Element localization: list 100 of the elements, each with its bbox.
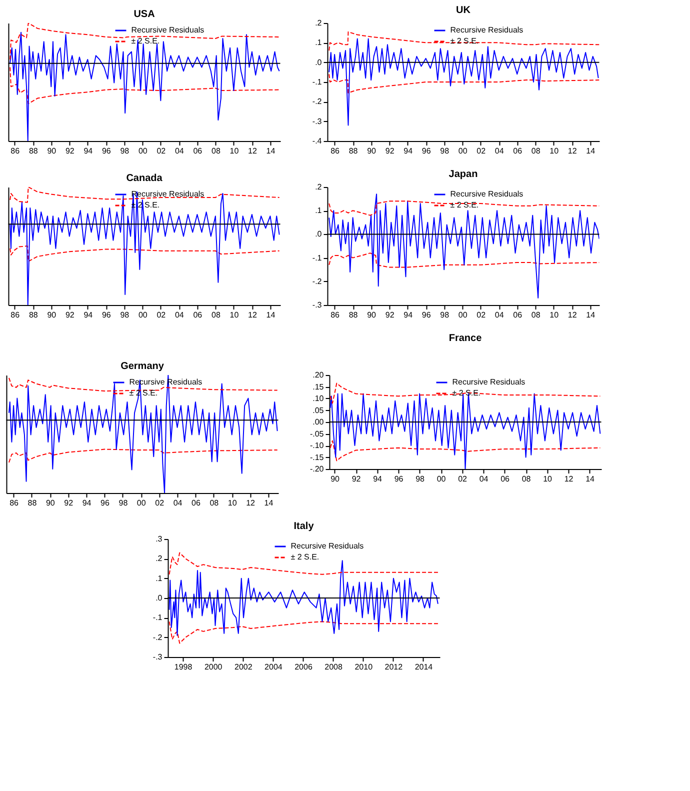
x-tick-label: 02 (156, 310, 166, 320)
y-tick-label: .2 (315, 182, 322, 192)
x-tick-label: 12 (564, 474, 574, 484)
x-tick-label: 2000 (204, 662, 223, 672)
x-tick-label: 14 (586, 474, 596, 484)
legend-label: Recursive Residuals (131, 26, 204, 34)
chart-title: Italy (294, 521, 314, 532)
x-tick-label: 04 (173, 498, 183, 508)
x-tick-label: 08 (211, 310, 221, 320)
x-tick-label: 08 (531, 146, 541, 156)
x-tick-label: 12 (568, 146, 578, 156)
x-tick-label: 02 (458, 474, 468, 484)
x-tick-label: 12 (248, 310, 258, 320)
y-tick-label: -.3 (312, 300, 322, 310)
x-tick-label: 14 (266, 310, 276, 320)
y-tick-label: -.3 (312, 116, 322, 126)
x-tick-label: 00 (458, 310, 468, 320)
x-tick-label: 06 (513, 146, 523, 156)
x-tick-label: 10 (228, 498, 238, 508)
x-tick-label: 86 (10, 498, 20, 508)
x-tick-label: 96 (422, 310, 432, 320)
x-tick-label: 14 (264, 498, 274, 508)
y-tick-label: .10 (312, 394, 324, 403)
legend-label: ± 2 S.E. (131, 36, 160, 46)
x-tick-label: 04 (494, 310, 504, 320)
x-tick-label: 02 (156, 146, 166, 156)
y-tick-label: -.10 (310, 441, 324, 450)
x-tick-label: 98 (120, 146, 130, 156)
y-tick-label: -.1 (312, 78, 322, 86)
x-tick-label: 04 (174, 146, 184, 156)
x-tick-label: 96 (102, 146, 112, 156)
legend-label: Recursive Residuals (450, 26, 524, 34)
x-tick-label: 06 (513, 310, 523, 320)
y-tick-label: -.2 (312, 276, 322, 286)
x-tick-label: 04 (494, 146, 504, 156)
x-tick-label: 92 (352, 474, 362, 484)
x-tick-label: 92 (385, 146, 395, 156)
y-tick-label: -.4 (312, 136, 322, 146)
y-tick-label: .00 (312, 418, 324, 426)
y-tick-label: -.1 (312, 253, 322, 262)
y-tick-label: .1 (315, 206, 322, 216)
x-tick-label: 88 (28, 498, 38, 508)
legend-label: Recursive Residuals (290, 542, 364, 550)
y-tick-label: .2 (315, 18, 322, 28)
x-tick-label: 00 (458, 146, 468, 156)
x-tick-label: 88 (348, 310, 358, 320)
x-tick-label: 10 (550, 146, 560, 156)
x-tick-label: 86 (330, 146, 340, 156)
x-tick-label: 92 (385, 310, 395, 320)
y-tick-label: .0 (156, 594, 163, 602)
x-tick-label: 10 (550, 310, 560, 320)
y-tick-label: .3 (156, 534, 163, 544)
x-tick-label: 94 (82, 498, 92, 508)
legend-label: ± 2 S.E. (452, 388, 481, 398)
x-tick-label: 04 (174, 310, 184, 320)
x-tick-label: 08 (210, 498, 220, 508)
x-tick-label: 00 (138, 146, 148, 156)
x-tick-label: 06 (500, 474, 510, 484)
x-tick-label: 96 (100, 498, 110, 508)
chart-title: Canada (126, 173, 163, 184)
x-tick-label: 2008 (324, 662, 344, 672)
x-tick-label: 02 (476, 310, 486, 320)
y-tick-label: .15 (312, 382, 324, 392)
x-tick-label: 92 (64, 498, 74, 508)
x-tick-label: 02 (155, 498, 165, 508)
x-tick-label: 2004 (264, 662, 283, 672)
chart-title: Japan (448, 169, 478, 180)
chart-title: France (448, 333, 482, 344)
x-tick-label: 06 (192, 498, 201, 508)
x-tick-label: 08 (211, 146, 221, 156)
chart-title: Germany (120, 361, 164, 372)
x-tick-label: 86 (330, 310, 340, 320)
x-tick-label: 98 (118, 498, 128, 508)
y-tick-label: -.05 (310, 429, 324, 438)
y-tick-label: .0 (315, 58, 322, 67)
x-tick-label: 88 (28, 146, 38, 156)
x-tick-label: 2006 (294, 662, 313, 672)
x-tick-label: 2002 (234, 662, 253, 672)
y-tick-label: -.2 (152, 632, 163, 642)
x-tick-label: 14 (586, 310, 596, 320)
x-tick-label: 2014 (414, 662, 434, 672)
x-tick-label: 12 (568, 310, 578, 320)
x-tick-label: 00 (138, 310, 148, 320)
x-tick-label: 94 (373, 474, 383, 484)
x-tick-label: 06 (193, 310, 203, 320)
y-tick-label: -.1 (152, 613, 163, 622)
y-tick-label: .0 (315, 230, 322, 239)
x-tick-label: 96 (102, 310, 112, 320)
legend-label: ± 2 S.E. (131, 200, 160, 210)
x-tick-label: 88 (28, 310, 38, 320)
x-tick-label: 98 (440, 146, 450, 156)
x-tick-label: 88 (348, 146, 358, 156)
x-tick-label: 12 (246, 498, 256, 508)
y-tick-label: -.2 (312, 97, 322, 106)
chart-title: USA (134, 9, 155, 20)
x-tick-label: 94 (404, 310, 414, 320)
y-tick-label: -.3 (152, 652, 163, 662)
x-tick-label: 86 (10, 310, 20, 320)
x-tick-label: 98 (120, 310, 130, 320)
x-tick-label: 92 (65, 310, 75, 320)
